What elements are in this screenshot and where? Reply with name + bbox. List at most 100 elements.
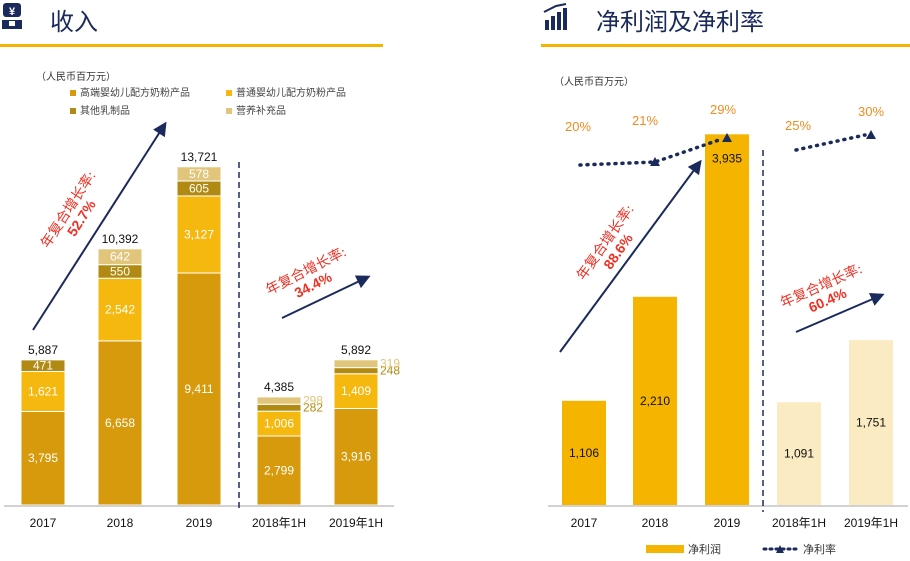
margin-point-marker — [650, 157, 660, 166]
axes — [4, 150, 908, 512]
margin-point-marker — [866, 130, 876, 139]
legend-label: 营养补充品 — [236, 104, 286, 117]
triangle-marker-icon — [776, 545, 784, 553]
margin-rate-label: 21% — [632, 113, 658, 128]
margin-rate-label: 29% — [710, 102, 736, 117]
legend-label: 普通婴幼儿配方奶粉产品 — [236, 86, 346, 99]
profit-category-label: 2019 — [714, 516, 741, 530]
revenue-title-underline — [0, 44, 383, 47]
margin-rate-label: 25% — [785, 118, 811, 133]
revenue-bar-segment — [20, 370, 66, 412]
legend-swatch — [70, 90, 76, 96]
revenue-bar-segment — [176, 166, 222, 182]
legend-label: 净利率 — [803, 542, 836, 556]
legend-label: 其他乳制品 — [80, 104, 130, 117]
revenue-bar-segment — [20, 359, 66, 372]
legend-item-supplements: 营养补充品 — [226, 104, 286, 117]
margin-point-marker — [722, 133, 732, 142]
revenue-segment-label: 298 — [303, 394, 323, 408]
revenue-category-label: 2017 — [30, 516, 57, 530]
margin-line-annual — [578, 138, 721, 167]
revenue-segment-label: 642 — [110, 250, 130, 264]
revenue-category-label: 2018年1H — [252, 516, 306, 530]
profit-category-label: 2018 — [642, 516, 669, 530]
profit-header: 净利润及净利率 — [541, 3, 910, 47]
revenue-category-label: 2018 — [107, 516, 134, 530]
revenue-total-label: 10,392 — [102, 232, 139, 246]
revenue-category-label: 2019年1H — [329, 516, 383, 530]
legend-label: 高端婴幼儿配方奶粉产品 — [80, 86, 190, 99]
revenue-segment-label: 578 — [189, 167, 209, 181]
revenue-total-label: 4,385 — [264, 380, 294, 394]
revenue-bar-segment — [97, 248, 143, 266]
revenue-segment-label: 1,409 — [341, 384, 371, 398]
revenue-bar-segment — [333, 359, 379, 369]
bar-chart-icon — [543, 3, 567, 30]
margin-rate-label: 30% — [858, 104, 884, 119]
revenue-bars — [20, 166, 379, 506]
revenue-segment-label: 248 — [380, 364, 400, 378]
profit-category-label: 2017 — [571, 516, 598, 530]
margin-rate-label: 20% — [565, 119, 591, 134]
revenue-bar-segment — [20, 410, 66, 506]
profit-cagr-arrow-2: 年复合增长率: 60.4% — [778, 260, 885, 333]
profit-bar — [777, 402, 821, 505]
revenue-total-label: 5,887 — [28, 343, 58, 357]
revenue-segment-label: 3,916 — [341, 450, 371, 464]
revenue-segment-label: 1,006 — [264, 417, 294, 431]
revenue-unit-label: （人民币百万元） — [36, 71, 116, 83]
legend-swatch — [226, 108, 232, 114]
profit-cagr-arrow-1: 年复合增长率: 88.6% — [559, 159, 702, 353]
profit-bars: 1,106 2017 2,210 2018 3,935 2019 1,091 2018年1H 1… — [562, 134, 898, 530]
revenue-segment-label: 1,621 — [28, 384, 58, 398]
profit-bar — [633, 296, 677, 505]
profit-title-underline — [541, 44, 910, 47]
revenue-bar-segment — [333, 407, 379, 506]
revenue-segment-label: 3,795 — [28, 451, 58, 465]
revenue-cagr-arrow-2: 年复合增长率: 34.4% — [263, 243, 371, 319]
profit-bar — [849, 340, 893, 505]
revenue-total-label: 13,721 — [181, 150, 218, 164]
legend-swatch — [70, 108, 76, 114]
revenue-chart-title: 收入 — [50, 9, 98, 36]
revenue-segment-label: 471 — [33, 359, 53, 373]
legend-item-net-profit: 净利润 — [646, 542, 721, 556]
revenue-segment-label: 2,799 — [264, 464, 294, 478]
revenue-bar-segment — [97, 340, 143, 506]
margin-line-halfyear — [794, 133, 867, 152]
revenue-segment-label: 550 — [110, 264, 130, 278]
revenue-segment-label: 2,542 — [105, 303, 135, 317]
revenue-segment-label: 282 — [303, 401, 323, 415]
svg-text:¥: ¥ — [9, 6, 16, 18]
revenue-segment-label: 605 — [189, 181, 209, 195]
profit-bar — [562, 400, 606, 505]
revenue-bar-segment — [256, 403, 302, 412]
legend-item-other-dairy: 其他乳制品 — [70, 104, 130, 117]
profit-chart-title: 净利润及净利率 — [596, 9, 764, 36]
profit-value-label: 3,935 — [712, 151, 742, 165]
revenue-category-label: 2019 — [186, 516, 213, 530]
revenue-segment-label: 3,127 — [184, 227, 214, 241]
revenue-bar-segment — [256, 396, 302, 405]
revenue-bar-segment — [176, 195, 222, 274]
revenue-segment-label: 319 — [380, 357, 400, 371]
profit-category-label: 2019年1H — [844, 516, 898, 530]
revenue-legend: 高端婴幼儿配方奶粉产品 普通婴幼儿配方奶粉产品 其他乳制品 营养补充品 — [70, 86, 346, 117]
profit-value-label: 2,210 — [640, 394, 670, 408]
margin-line: 20% 21% 29% 25% 30% — [565, 102, 884, 167]
legend-label: 净利润 — [688, 542, 721, 556]
profit-category-label: 2018年1H — [772, 516, 826, 530]
revenue-bar-segment — [333, 367, 379, 375]
profit-bar — [705, 134, 749, 505]
revenue-segment-label: 9,411 — [184, 382, 213, 396]
profit-legend: 净利润 净利率 — [646, 542, 836, 556]
legend-swatch — [646, 545, 684, 553]
profit-value-label: 1,751 — [856, 416, 886, 430]
legend-item-net-margin: 净利率 — [762, 542, 836, 556]
profit-unit-label: （人民币百万元） — [554, 76, 634, 88]
profit-value-label: 1,106 — [569, 446, 599, 460]
money-bag-icon: ¥ — [2, 3, 22, 29]
